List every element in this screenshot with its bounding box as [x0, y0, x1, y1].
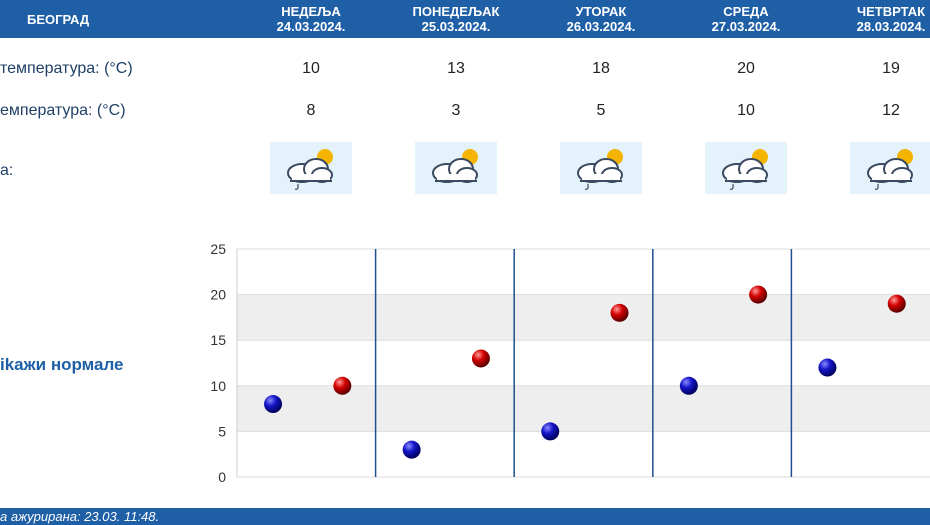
day-date: 26.03.2024.: [566, 19, 636, 34]
partly-cloudy-rain-icon: [560, 142, 642, 194]
day-name: УТОРАК: [575, 4, 627, 19]
day-name: НЕДЕЉА: [281, 4, 341, 19]
partly-cloudy-rain-icon: [850, 142, 930, 194]
day-header-5: ЧЕТВРТАК 28.03.2024.: [826, 4, 930, 34]
min-temp-value: 12: [882, 102, 900, 119]
max-temp-dot: [471, 349, 490, 368]
day-date: 27.03.2024.: [711, 19, 781, 34]
min-temp-label: емпература: (°C): [0, 102, 126, 119]
day-name: ПОНЕДЕЉАК: [412, 4, 500, 19]
partly-cloudy-icon: [415, 142, 497, 194]
y-tick-label: 0: [218, 469, 226, 485]
y-tick-label: 10: [210, 378, 226, 394]
max-temp-value: 13: [447, 60, 465, 77]
day-header-4: СРЕДА 27.03.2024.: [681, 4, 811, 34]
y-tick-label: 5: [218, 423, 226, 439]
max-temp-value: 20: [737, 60, 755, 77]
partly-cloudy-rain-icon: [270, 142, 352, 194]
min-temp-value: 10: [737, 102, 755, 119]
city-name: БЕОГРАД: [27, 12, 90, 27]
grid-band: [237, 294, 930, 341]
max-temp-dot: [887, 294, 906, 313]
min-temp-value: 8: [306, 102, 316, 119]
partly-cloudy-rain-icon: [705, 142, 787, 194]
y-tick-label: 20: [210, 287, 226, 303]
day-name: СРЕДА: [723, 4, 769, 19]
max-temp-dot: [610, 303, 629, 322]
min-temp-value: 3: [451, 102, 461, 119]
forecast-header: БЕОГРАД НЕДЕЉА 24.03.2024. ПОНЕДЕЉАК 25.…: [0, 0, 930, 38]
min-temp-value: 5: [596, 102, 606, 119]
y-tick-label: 15: [210, 332, 226, 348]
min-temp-dot: [818, 358, 837, 377]
day-date: 24.03.2024.: [276, 19, 346, 34]
max-temp-value: 10: [302, 60, 320, 77]
min-temp-dot: [264, 395, 283, 414]
day-date: 28.03.2024.: [856, 19, 926, 34]
show-normals-link[interactable]: ikaжи нормале: [0, 355, 124, 374]
footer-bar: а ажурирана: 23.03. 11:48.: [0, 508, 930, 525]
day-name: ЧЕТВРТАК: [856, 4, 926, 19]
day-header-2: ПОНЕДЕЉАК 25.03.2024.: [391, 4, 521, 34]
day-header-1: НЕДЕЉА 24.03.2024.: [246, 4, 376, 34]
day-header-3: УТОРАК 26.03.2024.: [536, 4, 666, 34]
min-temp-dot: [541, 422, 560, 441]
last-updated: а ажурирана: 23.03. 11:48.: [0, 509, 160, 524]
min-temp-dot: [402, 440, 421, 459]
max-temp-label: температура: (°C): [0, 60, 133, 77]
max-temp-dot: [333, 376, 352, 395]
max-temp-value: 18: [592, 60, 610, 77]
temperature-chart: 0 5 10 15 20 25: [210, 241, 930, 485]
max-temp-dot: [749, 285, 768, 304]
grid-band: [237, 385, 930, 432]
min-temp-dot: [679, 376, 698, 395]
weather-label: а:: [0, 162, 14, 179]
max-temp-value: 19: [882, 60, 900, 77]
day-date: 25.03.2024.: [421, 19, 491, 34]
y-tick-label: 25: [210, 241, 226, 257]
